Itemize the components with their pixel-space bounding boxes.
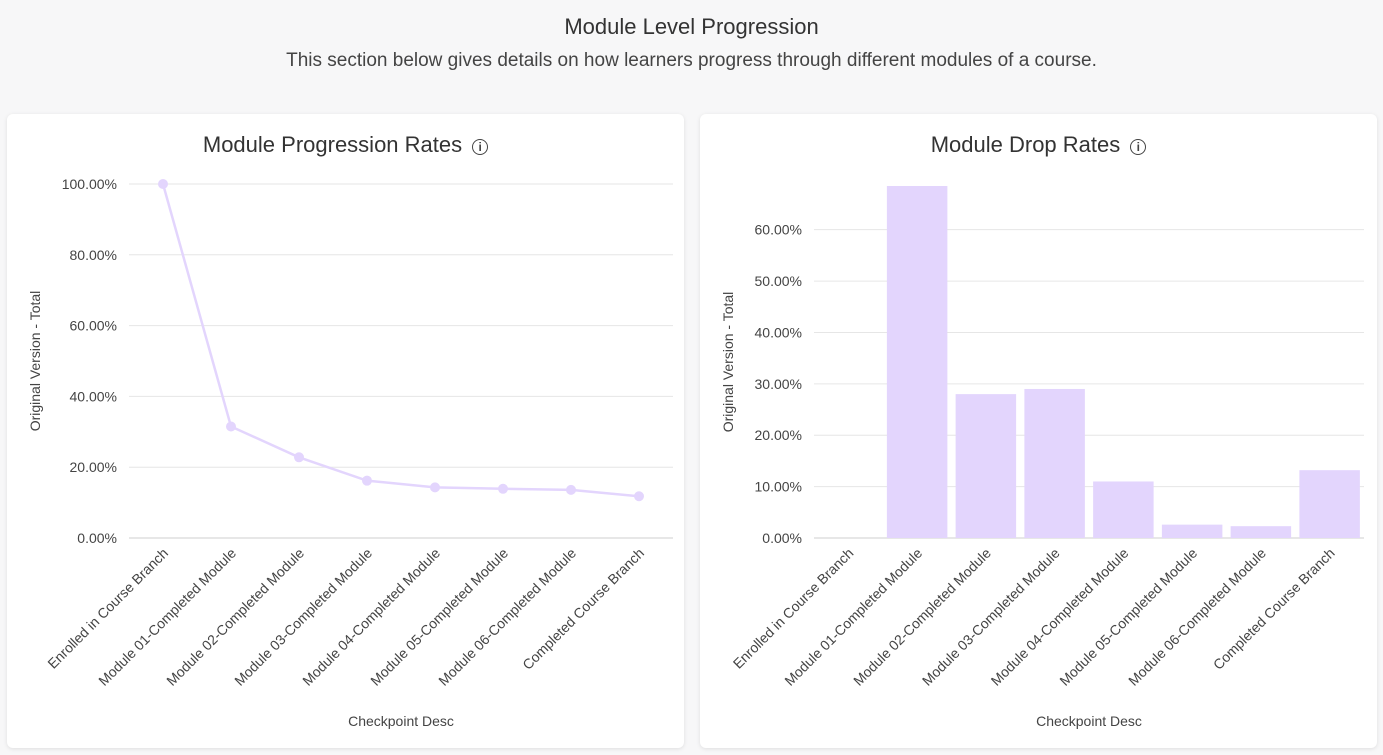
data-point (226, 421, 236, 432)
y-tick-label: 60.00% (755, 222, 802, 238)
y-tick-label: 60.00% (70, 318, 117, 334)
data-point (566, 484, 576, 495)
bar (1024, 388, 1085, 538)
x-tick-label: Module 02-Completed Module (850, 545, 994, 689)
x-tick-label: Module 01-Completed Module (95, 545, 239, 689)
x-tick-label: Module 03-Completed Module (919, 545, 1063, 689)
bar (1093, 481, 1154, 538)
y-tick-label: 20.00% (755, 427, 802, 443)
page-header: Module Level Progression This section be… (0, 0, 1383, 74)
x-tick-label: Module 04-Completed Module (988, 545, 1132, 689)
bar (1161, 524, 1223, 538)
x-tick-label: Enrolled in Course Branch (730, 545, 857, 672)
page-subtitle: This section below gives details on how … (286, 50, 1097, 71)
progression-chart-title: Module Progression Rates (202, 132, 463, 157)
x-tick-label: Module 04-Completed Module (299, 545, 443, 689)
data-point (498, 483, 508, 494)
x-tick-label: Module 01-Completed Module (781, 545, 925, 689)
x-tick-label: Module 05-Completed Module (367, 545, 511, 689)
bar (886, 186, 948, 538)
progression-title-row: Module Progression Rates i (7, 132, 684, 158)
drop-bar-chart: 0.00% 10.00% 20.00% 30.00% 40.00% 50.00% 60.00… (720, 186, 1364, 729)
bar (1230, 526, 1292, 538)
y-tick-label: 40.00% (70, 388, 117, 404)
drop-title-row: Module Drop Rates i (700, 132, 1377, 158)
y-tick-label: 10.00% (755, 479, 802, 495)
data-point (362, 475, 372, 486)
x-tick-label: Completed Course Branch (519, 545, 647, 673)
y-tick-label: 100.00% (62, 176, 117, 192)
series-line (161, 183, 640, 498)
x-tick-label: Module 06-Completed Module (435, 545, 579, 689)
drop-card: Module Drop Rates i 0.00% 10.00% 20.00% 30.… (700, 114, 1377, 748)
y-tick-label: 20.00% (70, 459, 117, 475)
info-circle-icon[interactable]: i (1130, 138, 1147, 155)
y-tick-label: 0.00% (762, 530, 802, 546)
y-tick-label: 40.00% (755, 324, 802, 340)
y-tick-label: 80.00% (70, 247, 117, 263)
x-tick-label: Module 02-Completed Module (163, 545, 307, 689)
progression-line-chart: 0.00% 20.00% 40.00% 60.00% 80.00% 100.00% Enro… (27, 176, 673, 729)
bar (955, 394, 1017, 538)
x-tick-label: Module 06-Completed Module (1125, 545, 1269, 689)
progression-card: Module Progression Rates i 0.00% 20.00% 40… (7, 114, 684, 748)
y-tick-label: 0.00% (77, 530, 117, 546)
y-tick-label: 30.00% (755, 376, 802, 392)
bar (1299, 470, 1360, 538)
drop-chart-title: Module Drop Rates (930, 132, 1121, 157)
y-tick-label: 50.00% (755, 273, 802, 289)
data-point (158, 179, 168, 189)
x-tick-label: Module 05-Completed Module (1056, 545, 1200, 689)
x-axis-label: Checkpoint Desc (348, 713, 454, 729)
x-axis-label: Checkpoint Desc (1036, 713, 1142, 729)
x-tick-label: Enrolled in Course Branch (44, 545, 171, 672)
x-tick-label: Module 03-Completed Module (231, 545, 375, 689)
data-point (430, 482, 440, 493)
data-point (294, 452, 304, 463)
y-axis-label: Original Version - Total (720, 292, 736, 433)
x-tick-label: Completed Course Branch (1210, 545, 1338, 673)
data-point (634, 491, 644, 502)
page-title: Module Level Progression (564, 14, 819, 39)
info-circle-icon[interactable]: i (472, 138, 489, 155)
y-axis-label: Original Version - Total (27, 291, 43, 432)
